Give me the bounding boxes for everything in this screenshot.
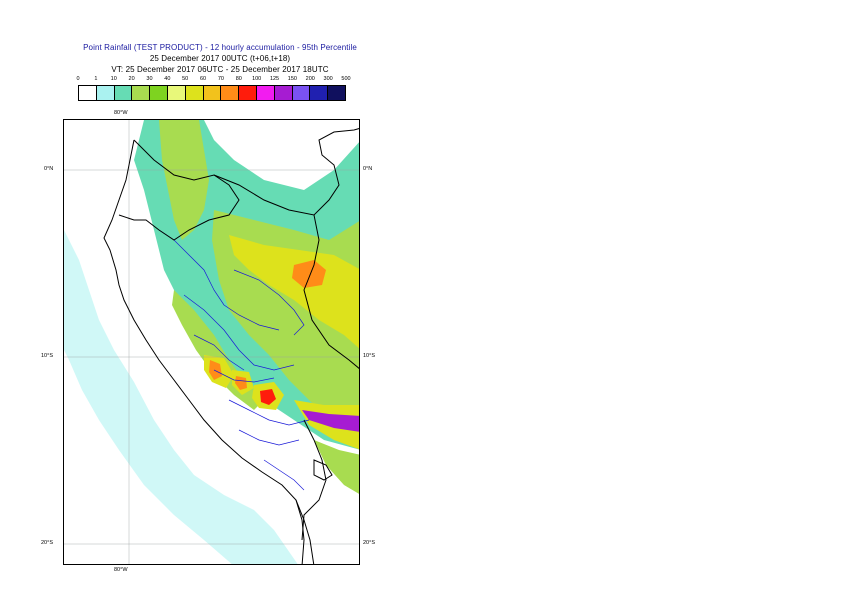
region-boundary-north: [158, 229, 280, 331]
lat-label-10-left: 10°S: [41, 353, 53, 359]
legend-tick-label: 500: [341, 76, 351, 82]
legend-tick-label: 70: [217, 76, 224, 82]
legend-tick-label: 20: [128, 76, 135, 82]
rainfall-map: 80°W: [63, 119, 360, 565]
region-boundary-c: [228, 399, 310, 426]
country-borders: [103, 128, 359, 564]
rainfall-map-svg: [64, 120, 359, 564]
legend-swatch: [167, 86, 186, 100]
legend-swatch: [203, 86, 222, 100]
legend-swatch: [292, 86, 311, 100]
rainfall-fields: [64, 120, 359, 564]
legend-tick-label: 10: [110, 76, 117, 82]
legend-swatch: [79, 86, 97, 100]
title-valid-time: VT: 25 December 2017 06UTC - 25 December…: [111, 65, 329, 74]
legend-tick-label: 60: [200, 76, 207, 82]
amazon-orange-core: [292, 260, 326, 288]
legend-tick-label: 100: [252, 76, 262, 82]
legend-tick-label: 150: [287, 76, 297, 82]
north-green-band: [159, 120, 209, 240]
title-run-time: 25 December 2017 00UTC (t+06,t+18): [149, 54, 291, 63]
region-boundary-loreto: [233, 269, 305, 336]
lat-label-10-right: 10°S: [363, 353, 375, 359]
lon-label-bottom: 80°W: [114, 567, 128, 573]
andes-orange-spot-west: [209, 360, 222, 380]
color-legend: 0 1 10 20 30 40 50 60 70 80 100 125 150 200 300 500: [76, 76, 351, 104]
cusco-red-core: [260, 389, 276, 405]
lat-label-20-right: 20°S: [363, 540, 375, 546]
legend-swatch: [114, 86, 133, 100]
region-boundary-d: [238, 429, 300, 446]
legend-swatch: [221, 86, 240, 100]
legend-swatch: [256, 86, 275, 100]
region-boundary-a: [193, 334, 245, 371]
ecuador-border: [118, 139, 240, 241]
lon-label-top-outer: 80°W: [114, 110, 128, 116]
andes-orange-spot-south: [235, 376, 247, 390]
legend-tick-label: 1: [94, 76, 98, 82]
region-boundary-e: [263, 459, 305, 491]
region-boundary-b: [213, 369, 275, 383]
legend-tick-label: 200: [305, 76, 315, 82]
legend-swatch: [328, 86, 345, 100]
title-product: Point Rainfall (TEST PRODUCT) - 12 hourl…: [83, 43, 357, 52]
legend-swatch: [185, 86, 204, 100]
legend-swatch: [132, 86, 151, 100]
lake-titicaca: [313, 459, 333, 481]
legend-swatch: [150, 86, 168, 100]
amazon-yellow-field: [229, 235, 359, 349]
legend-tick-label: 0: [76, 76, 80, 82]
legend-tick-label: 125: [269, 76, 280, 82]
legend-swatch: [239, 86, 257, 100]
lat-label-0-left: 0°N: [44, 166, 54, 172]
southeast-green-tail: [314, 440, 359, 494]
legend-tick-label: 80: [235, 76, 242, 82]
legend-tick-label: 50: [182, 76, 189, 82]
legend-tick-labels: 0 1 10 20 30 40 50 60 70 80 100 125 150 200 300 500: [76, 76, 350, 84]
southeast-purple-band: [302, 410, 359, 432]
legend-color-bar: [78, 85, 346, 101]
graticule: [64, 120, 359, 564]
region-boundaries: [158, 229, 310, 491]
ocean-rain-outer: [64, 230, 298, 564]
lat-label-20-left: 20°S: [41, 540, 53, 546]
legend-swatch: [96, 86, 115, 100]
chile-border: [295, 499, 315, 564]
colombia-border: [213, 128, 359, 216]
brazil-border: [303, 214, 359, 369]
bolivia-border: [301, 419, 327, 541]
lat-label-0-right: 0°N: [363, 166, 373, 172]
legend-swatch: [310, 86, 329, 100]
legend-tick-label: 300: [323, 76, 333, 82]
legend-tick-label: 40: [164, 76, 171, 82]
title-block: Point Rainfall (TEST PRODUCT) - 12 hourl…: [40, 42, 400, 75]
region-boundary-center: [183, 294, 295, 371]
legend-tick-label: 30: [146, 76, 153, 82]
coastline: [103, 139, 305, 564]
legend-swatch: [274, 86, 293, 100]
